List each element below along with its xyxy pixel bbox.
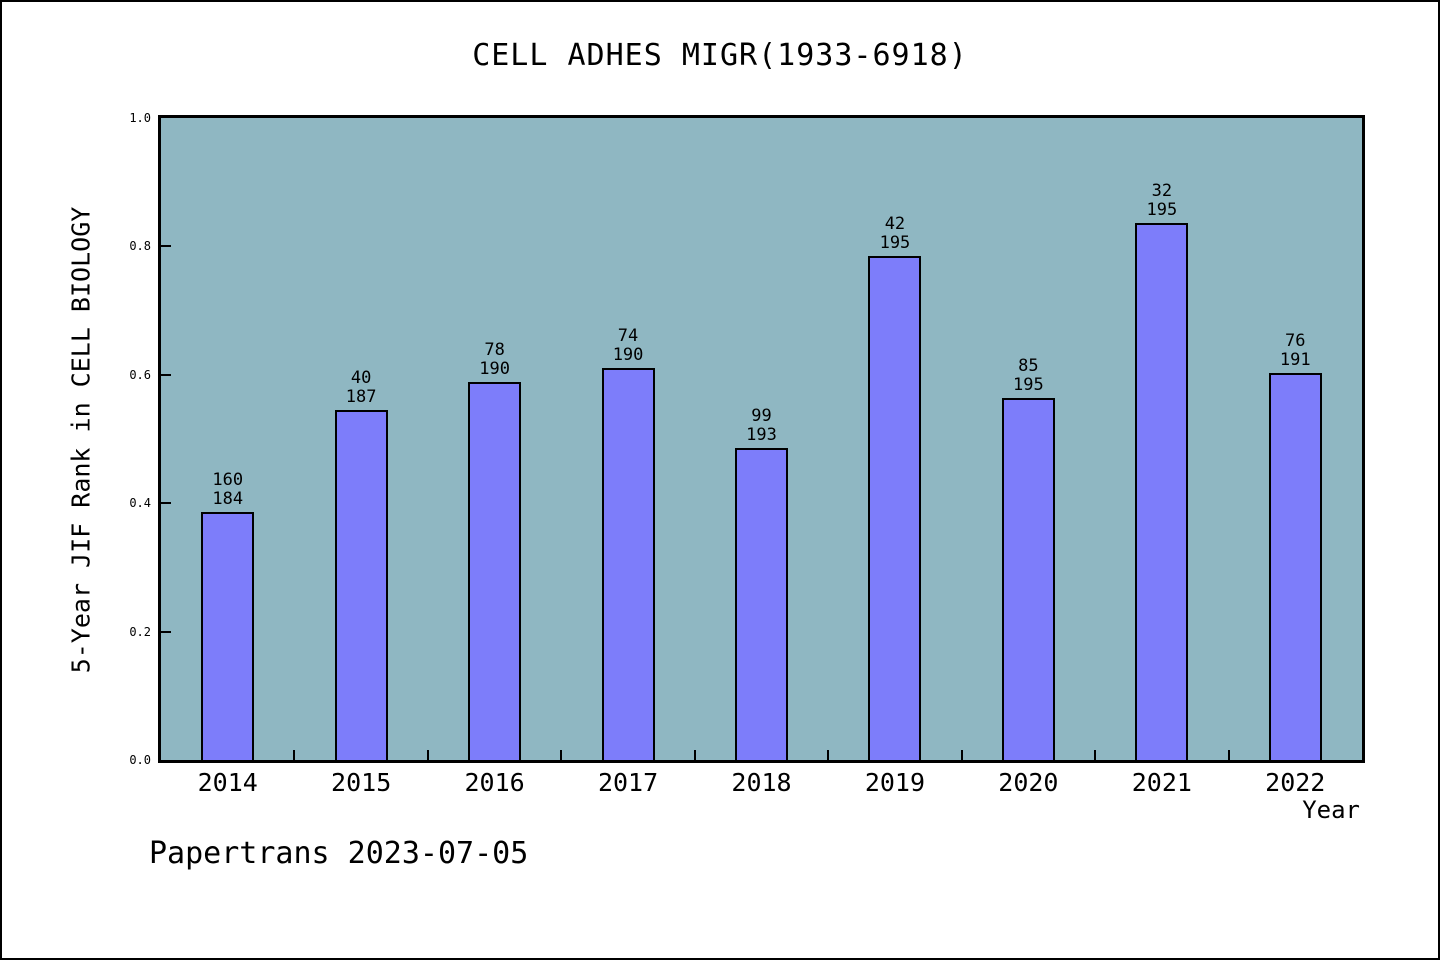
bar-value-label-2019: 42 195 <box>879 214 911 253</box>
x-minor-tick <box>1227 750 1230 760</box>
x-tick-label-2016: 2016 <box>464 768 525 797</box>
y-tick-mark-0.8 <box>161 245 171 247</box>
bar-value-label-2020: 85 195 <box>1013 356 1044 395</box>
plot-area: 160 184 40 187 78 190 74 190 99 193 42 195 85 … <box>158 115 1365 763</box>
bar-2021 <box>1135 223 1189 760</box>
x-tick-label-2022: 2022 <box>1265 768 1326 797</box>
x-minor-tick <box>827 750 830 760</box>
y-tick-label-0.4: 0.4 <box>129 496 151 510</box>
x-minor-tick <box>426 750 429 760</box>
bar-2016 <box>468 382 522 760</box>
x-minor-tick <box>693 750 696 760</box>
bar-2017 <box>601 368 655 760</box>
x-minor-tick <box>960 750 963 760</box>
bar-2014 <box>201 512 255 760</box>
y-tick-label-0.6: 0.6 <box>129 368 151 382</box>
bar-2019 <box>868 256 922 760</box>
bar-value-label-2022: 76 191 <box>1279 331 1311 370</box>
x-tick-label-2018: 2018 <box>731 768 792 797</box>
y-axis-title: 5-Year JIF Rank in CELL BIOLOGY <box>66 206 96 674</box>
y-tick-mark-0.2 <box>161 631 171 633</box>
x-tick-label-2020: 2020 <box>998 768 1059 797</box>
bar-value-label-2016: 78 190 <box>479 340 510 379</box>
x-tick-label-2014: 2014 <box>197 768 258 797</box>
y-tick-label-0.2: 0.2 <box>129 625 151 639</box>
x-minor-tick <box>1094 750 1097 760</box>
y-tick-label-1.0: 1.0 <box>129 111 151 125</box>
x-minor-tick <box>293 750 296 760</box>
y-tick-mark-0.6 <box>161 374 171 376</box>
y-tick-label-0.8: 0.8 <box>129 239 151 253</box>
y-tick-label-0.0: 0.0 <box>129 753 151 767</box>
x-tick-label-2015: 2015 <box>331 768 392 797</box>
bar-value-label-2017: 74 190 <box>612 326 644 365</box>
bar-value-label-2014: 160 184 <box>212 470 244 509</box>
x-tick-label-2017: 2017 <box>597 768 659 797</box>
x-minor-tick <box>560 750 563 760</box>
x-tick-label-2021: 2021 <box>1131 768 1192 797</box>
bar-2022 <box>1268 373 1322 760</box>
bar-value-label-2015: 40 187 <box>345 368 377 407</box>
x-tick-label-2019: 2019 <box>864 768 926 797</box>
bar-2018 <box>735 448 788 760</box>
bar-2020 <box>1001 398 1055 760</box>
bar-value-label-2021: 32 195 <box>1146 181 1178 220</box>
bar-value-label-2018: 99 193 <box>746 406 777 445</box>
footer-credit: Papertrans 2023-07-05 <box>149 836 529 871</box>
bar-2015 <box>334 410 388 760</box>
chart-title: CELL ADHES MIGR(1933-6918) <box>472 38 968 73</box>
y-tick-mark-0.4 <box>161 502 171 504</box>
x-axis-title: Year <box>1302 796 1360 824</box>
